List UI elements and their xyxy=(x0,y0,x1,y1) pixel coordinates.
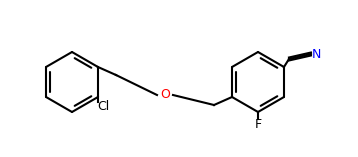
Text: Cl: Cl xyxy=(97,100,109,114)
Text: O: O xyxy=(160,89,170,101)
Text: N: N xyxy=(311,48,321,60)
Text: F: F xyxy=(255,117,262,130)
